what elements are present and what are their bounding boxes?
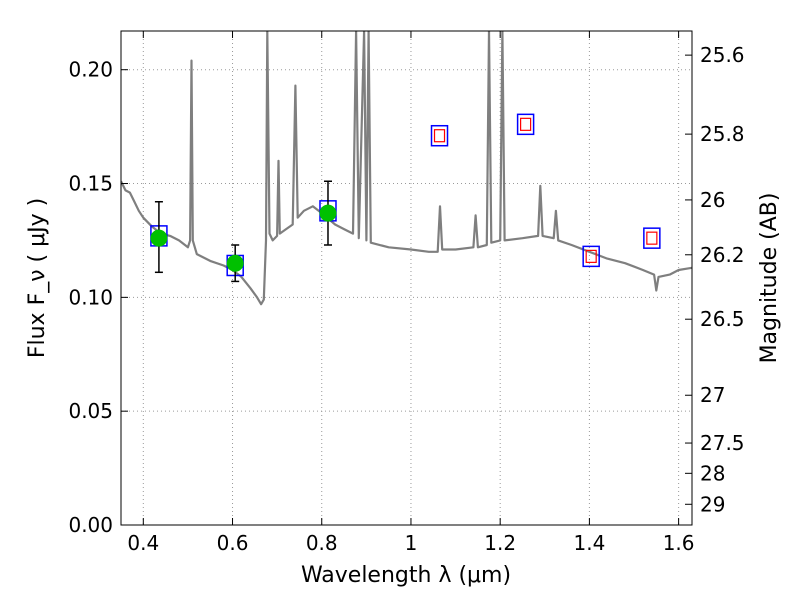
right-axis-label: Magnitude (AB)	[757, 193, 782, 364]
upper-limit-point	[520, 117, 532, 131]
x-tick-label: 1.4	[573, 531, 605, 555]
right-tick-label: 28	[700, 461, 725, 485]
y-tick-label: 0.20	[68, 58, 113, 82]
x-tick-label: 1	[405, 531, 418, 555]
right-tick-label: 27.5	[700, 431, 745, 455]
upper-limit-point	[585, 249, 597, 263]
right-tick-label: 27	[700, 383, 725, 407]
model-photometry-box	[516, 113, 535, 136]
x-tick-label: 1.2	[484, 531, 516, 555]
right-tick-label: 26.5	[700, 307, 745, 331]
detection-point	[319, 204, 337, 222]
x-tick-label: 0.4	[127, 531, 159, 555]
right-tick-label: 26	[700, 188, 725, 212]
y-axis-label: Flux F_ν ( μJy )	[25, 198, 50, 358]
model-photometry-box	[582, 245, 600, 268]
right-tick-label: 25.6	[700, 43, 745, 67]
detection-point	[150, 229, 168, 247]
model-photometry-box	[643, 227, 661, 249]
y-tick-label: 0.00	[68, 513, 113, 537]
model-spectrum-line	[121, 31, 692, 306]
right-tick-label: 25.8	[700, 122, 745, 146]
model-photometry-box	[430, 124, 449, 147]
upper-limit-point	[433, 129, 446, 143]
upper-limit-point	[646, 231, 658, 245]
x-tick-label: 0.8	[306, 531, 338, 555]
right-tick-label: 26.2	[700, 243, 745, 267]
right-tick-label: 29	[700, 492, 725, 516]
plot-frame	[120, 30, 693, 526]
model-spectrum-layer	[121, 31, 692, 306]
ticks: 0.4 0.6 0.8 1 1.2 1.4 1.6 0.00 0.05 0.10 0.15 0.20 2…	[68, 31, 745, 555]
markers-layer	[150, 113, 661, 283]
x-axis-label: Wavelength λ (μm)	[301, 563, 511, 588]
detection-point	[226, 254, 244, 272]
y-tick-label: 0.05	[68, 399, 113, 423]
plot-area	[121, 31, 692, 525]
y-tick-label: 0.10	[68, 285, 113, 309]
y-tick-label: 0.15	[68, 172, 113, 196]
x-tick-label: 0.6	[217, 531, 249, 555]
x-tick-label: 1.6	[663, 531, 695, 555]
